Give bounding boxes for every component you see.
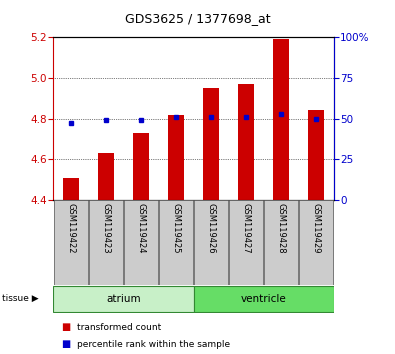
Text: percentile rank within the sample: percentile rank within the sample [77, 339, 230, 349]
Bar [229, 200, 263, 285]
Bar [159, 200, 193, 285]
Text: GSM119422: GSM119422 [66, 204, 75, 254]
Text: GSM119426: GSM119426 [207, 204, 216, 254]
Bar [54, 200, 88, 285]
Bar [124, 200, 158, 285]
Text: GSM119425: GSM119425 [171, 204, 181, 254]
Text: GSM119428: GSM119428 [276, 204, 286, 254]
Text: GSM119429: GSM119429 [312, 204, 321, 254]
Text: ventricle: ventricle [241, 293, 286, 304]
Text: ■: ■ [61, 339, 70, 349]
Text: GDS3625 / 1377698_at: GDS3625 / 1377698_at [125, 12, 270, 25]
Bar [89, 200, 123, 285]
Bar [203, 88, 219, 200]
Bar [273, 39, 289, 200]
Bar [133, 133, 149, 200]
Bar [308, 110, 324, 200]
Text: ■: ■ [61, 322, 70, 332]
Text: GSM119424: GSM119424 [136, 204, 145, 254]
Bar [53, 286, 194, 312]
Bar [299, 200, 333, 285]
Bar [238, 84, 254, 200]
Bar [63, 178, 79, 200]
Bar [168, 115, 184, 200]
Text: GSM119427: GSM119427 [242, 204, 251, 254]
Text: tissue ▶: tissue ▶ [2, 294, 39, 303]
Bar [194, 200, 228, 285]
Bar [98, 153, 114, 200]
Bar [264, 200, 298, 285]
Text: atrium: atrium [106, 293, 141, 304]
Bar [194, 286, 334, 312]
Text: transformed count: transformed count [77, 323, 161, 332]
Text: GSM119423: GSM119423 [102, 204, 111, 254]
